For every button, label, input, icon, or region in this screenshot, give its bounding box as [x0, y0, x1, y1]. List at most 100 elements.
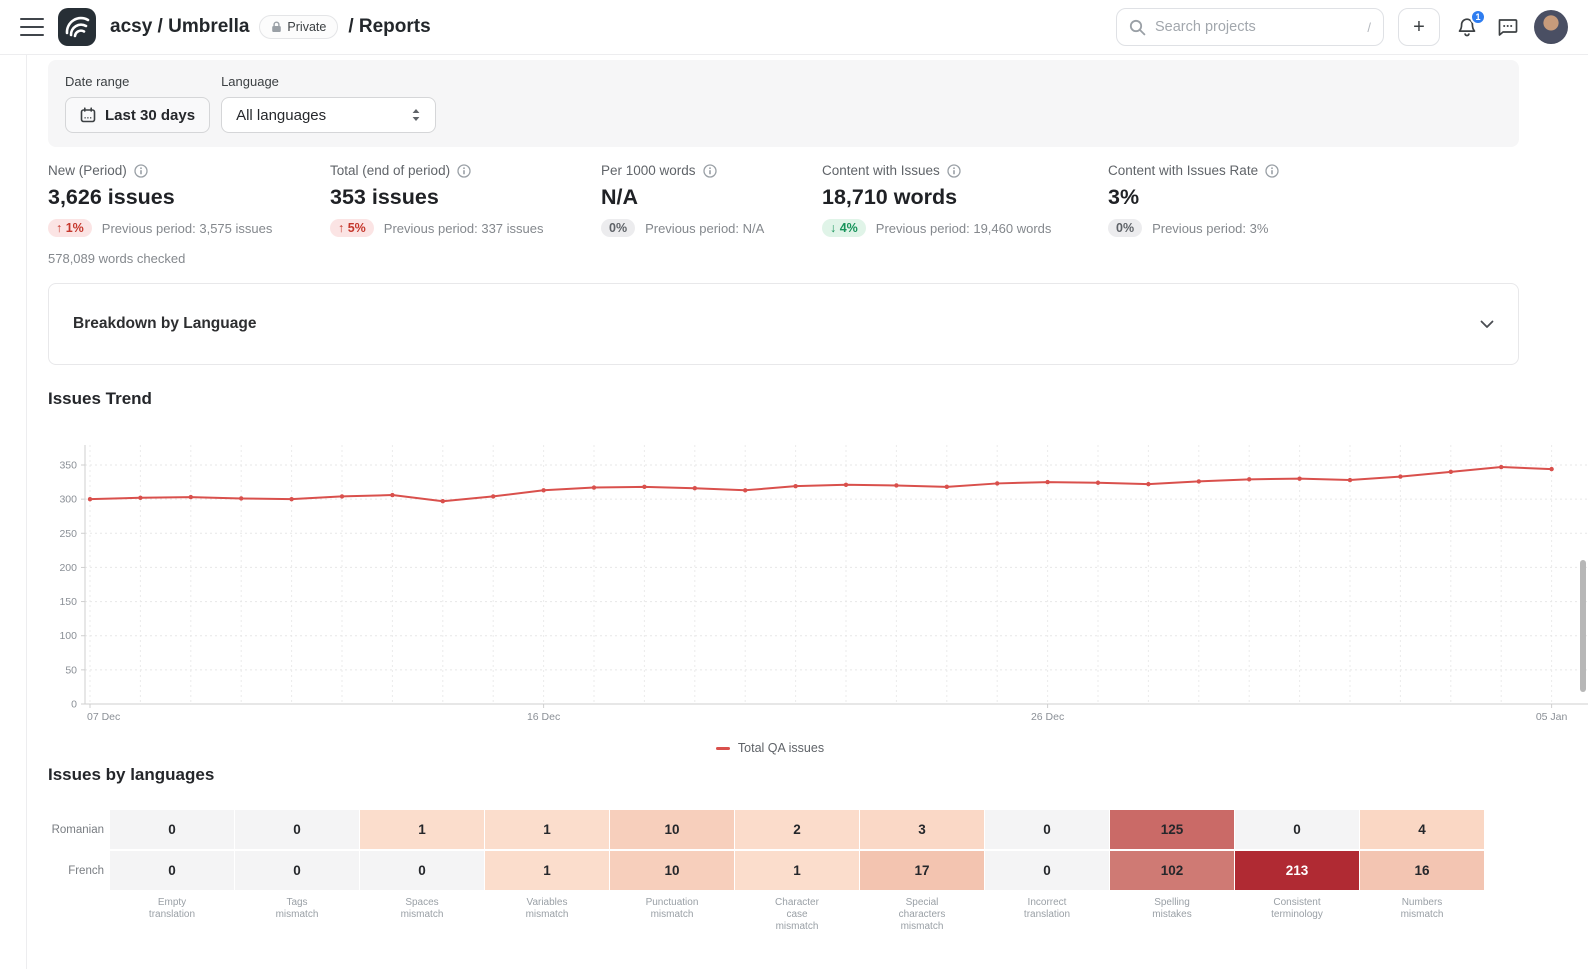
- trend-data-point: [1297, 476, 1302, 481]
- stat-subrow: ↓ 4% Previous period: 19,460 words: [822, 219, 1108, 237]
- x-axis-tick-label: 16 Dec: [527, 711, 560, 723]
- y-axis-tick-label: 250: [59, 528, 77, 540]
- stat-card: Content with Issues 18,710 words ↓ 4% Previ…: [822, 163, 1108, 266]
- heatmap-cell: 10: [610, 851, 734, 890]
- stat-subrow: 0% Previous period: N/A: [601, 219, 822, 237]
- heatmap-cell: 1: [360, 810, 484, 849]
- stat-value: 3%: [1108, 185, 1140, 209]
- info-icon[interactable]: [702, 163, 717, 178]
- trend-data-point: [339, 494, 345, 499]
- trend-data-point: [1196, 479, 1202, 484]
- heatmap-row: Romanian 0 0 1 1 10 2 3 0 125 0 4: [48, 810, 1485, 849]
- trend-data-point: [1347, 477, 1353, 483]
- heatmap-cell: 102: [1110, 851, 1234, 890]
- trend-data-point: [692, 486, 697, 491]
- stat-delta-badge: 0%: [1108, 219, 1143, 237]
- heatmap-cell: 213: [1235, 851, 1359, 890]
- trend-data-point: [289, 496, 294, 502]
- chart-legend-item[interactable]: Total QA issues: [0, 741, 1540, 755]
- heatmap-col-label: Incorrect translation: [1023, 897, 1071, 920]
- trend-data-point: [642, 484, 647, 490]
- calendar-icon: [80, 107, 96, 123]
- chat-icon: [1498, 18, 1517, 36]
- x-axis-tick-label: 07 Dec: [87, 711, 120, 723]
- create-new-button[interactable]: +: [1398, 8, 1440, 46]
- stat-label: Content with Issues: [822, 163, 1108, 178]
- stat-previous-period: Previous period: 337 issues: [383, 220, 544, 236]
- trend-data-point: [1549, 466, 1554, 472]
- heatmap-cell: 2: [735, 810, 859, 849]
- stat-card: Per 1000 words N/A 0% Previous period: N/A: [601, 163, 822, 266]
- stat-label: Total (end of period): [330, 163, 601, 178]
- heatmap-col-label: Character case mismatch: [775, 897, 819, 932]
- trend-line-series: [89, 466, 1552, 503]
- date-range-label: Date range: [65, 74, 130, 89]
- info-icon[interactable]: [947, 163, 961, 178]
- info-icon[interactable]: [457, 163, 471, 178]
- notification-count-badge: 1: [1470, 9, 1486, 25]
- privacy-badge-label: Private: [287, 20, 327, 34]
- trend-data-point: [591, 485, 597, 490]
- language-select-value: All languages: [236, 106, 327, 124]
- stat-card: Content with Issues Rate 3% 0% Previous per…: [1108, 163, 1279, 266]
- reports-page: Date range Last 30 days Language All lan…: [0, 55, 1588, 969]
- stat-label-text: Total (end of period): [330, 163, 451, 178]
- trend-data-point: [390, 492, 395, 498]
- y-axis-tick-label: 200: [59, 562, 77, 574]
- heatmap-cell: 10: [610, 810, 734, 849]
- heatmap-cell: 0: [110, 810, 234, 849]
- stat-value: N/A: [601, 185, 639, 209]
- trend-data-point: [239, 496, 244, 501]
- heatmap-cell: 16: [1360, 851, 1484, 890]
- info-icon[interactable]: [1265, 163, 1279, 178]
- issues-trend-heading: Issues Trend: [48, 389, 152, 408]
- feedback-button[interactable]: [1494, 14, 1520, 40]
- chevron-down-icon[interactable]: [1480, 320, 1494, 329]
- stat-subrow: ↑ 5% Previous period: 337 issues: [330, 219, 601, 237]
- date-range-button[interactable]: Last 30 days: [65, 97, 211, 133]
- heatmap-row: French 0 0 0 1 10 1 17 0 102 213 16: [48, 851, 1485, 890]
- sidebar-edge-divider: [26, 55, 27, 969]
- menu-icon[interactable]: [20, 18, 44, 36]
- app-logo-icon[interactable]: [58, 8, 96, 46]
- heatmap-cell: 0: [1235, 810, 1359, 849]
- stat-subrow: 0% Previous period: 3%: [1108, 219, 1279, 237]
- trend-data-point: [1499, 464, 1504, 470]
- heatmap-col-label: Numbers mismatch: [1400, 897, 1444, 920]
- breadcrumb-project[interactable]: acsy / Umbrella: [110, 16, 250, 37]
- trend-data-point: [1045, 479, 1050, 485]
- breakdown-by-language-card[interactable]: Breakdown by Language: [48, 283, 1519, 365]
- heatmap-col-label: Tags mismatch: [275, 897, 319, 920]
- heatmap-cell: 0: [235, 851, 359, 890]
- heatmap-col-label: Spaces mismatch: [400, 897, 444, 920]
- x-axis-tick-label: 26 Dec: [1031, 711, 1064, 723]
- heatmap-row-label: French: [68, 864, 104, 877]
- search-input[interactable]: [1155, 19, 1359, 35]
- stat-delta-badge: ↑ 5%: [330, 219, 374, 237]
- issues-by-languages-heatmap: Romanian 0 0 1 1 10 2 3 0 125 0 4 French 0 0 0 1 10 1 17 0 10…: [48, 810, 1485, 933]
- stat-previous-period: Previous period: 19,460 words: [875, 220, 1052, 236]
- language-select[interactable]: All languages: [221, 97, 437, 133]
- stat-delta-badge: 0%: [601, 219, 636, 237]
- info-icon[interactable]: [134, 163, 148, 178]
- heatmap-cell: 3: [860, 810, 984, 849]
- trend-data-point: [440, 498, 445, 504]
- breadcrumb: acsy / Umbrella Private / Reports: [110, 15, 431, 39]
- stat-previous-period: Previous period: N/A: [645, 220, 765, 236]
- stat-label-text: Content with Issues: [822, 163, 940, 178]
- stat-previous-period: Previous period: 3%: [1152, 220, 1269, 236]
- y-axis-tick-label: 0: [71, 699, 77, 711]
- issues-trend-chart: 0 50 100 150 200 250 300 350 07 Dec 16 Dec 26 Dec 0…: [48, 443, 1588, 735]
- trend-data-point: [1095, 480, 1101, 485]
- user-avatar[interactable]: [1534, 10, 1568, 44]
- issues-by-languages-heading: Issues by languages: [48, 765, 215, 784]
- trend-data-point: [1448, 469, 1454, 475]
- x-axis-tick-label: 05 Jan: [1536, 711, 1568, 723]
- heatmap-cell: 0: [360, 851, 484, 890]
- vertical-scrollbar-thumb[interactable]: [1580, 560, 1586, 692]
- search-box[interactable]: /: [1116, 8, 1384, 46]
- notifications-button[interactable]: 1: [1454, 9, 1486, 40]
- trend-data-point: [87, 496, 93, 502]
- breadcrumb-page: / Reports: [348, 16, 431, 37]
- stat-label: New (Period): [48, 163, 330, 178]
